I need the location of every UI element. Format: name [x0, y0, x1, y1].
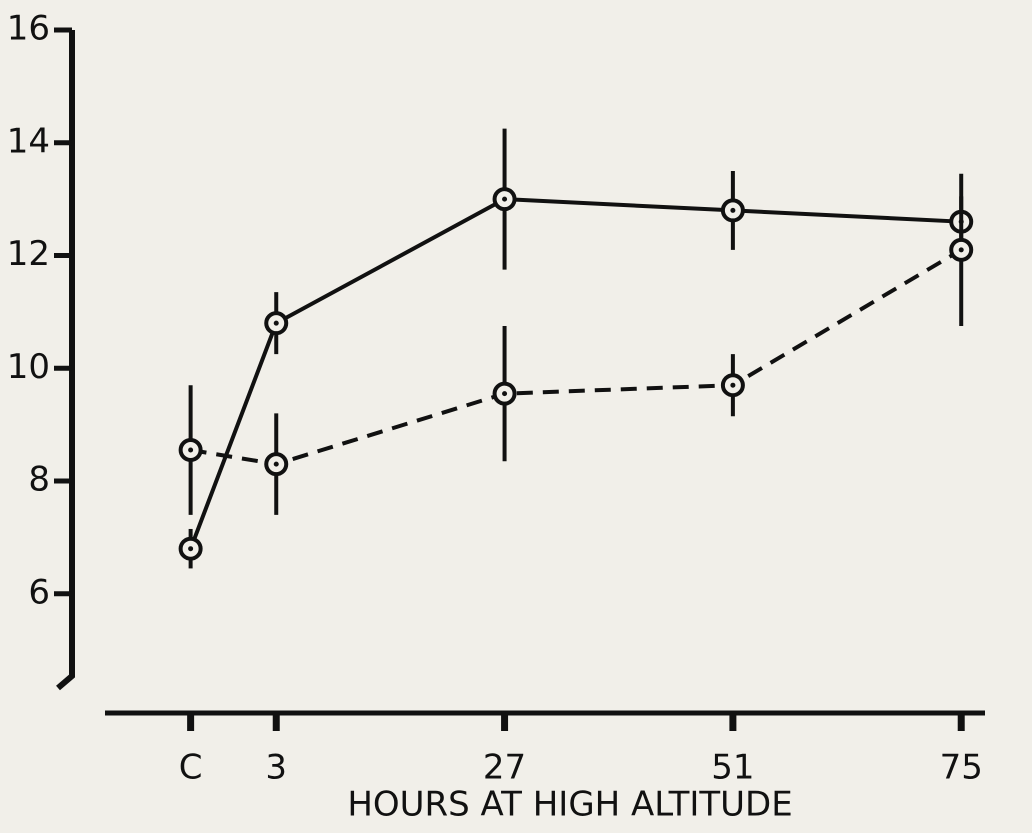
data-point-center	[502, 196, 508, 202]
data-point-center	[502, 391, 508, 397]
x-tick-label: 75	[940, 748, 983, 788]
y-tick-label: 6	[28, 572, 50, 612]
y-tick-label: 10	[7, 347, 50, 387]
data-point-center	[958, 247, 964, 253]
y-tick-label: 12	[7, 234, 50, 274]
x-tick-label: 51	[711, 748, 754, 788]
data-point-center	[188, 546, 194, 552]
x-tick-label: 27	[483, 748, 526, 788]
x-axis-label: HOURS AT HIGH ALTITUDE	[347, 785, 792, 825]
data-point-center	[188, 447, 194, 453]
x-tick-label: C	[179, 748, 203, 788]
data-point-center	[273, 320, 279, 326]
data-point-center	[730, 207, 736, 213]
y-axis	[56, 30, 75, 691]
y-tick-label: 14	[7, 121, 50, 161]
y-tick-label: 8	[28, 460, 50, 500]
x-tick-label: 3	[265, 748, 287, 788]
data-point-center	[730, 382, 736, 388]
y-tick-label: 16	[7, 9, 50, 49]
data-point-center	[273, 461, 279, 467]
